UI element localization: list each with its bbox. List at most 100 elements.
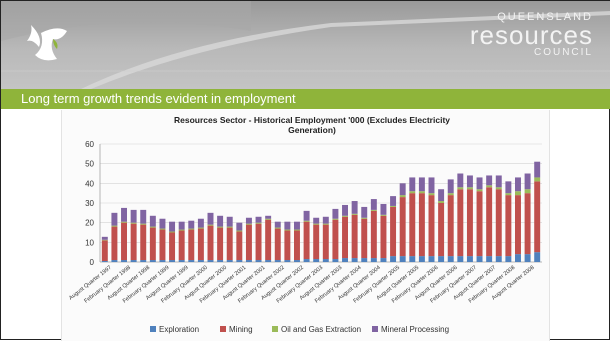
bar-segment	[169, 232, 176, 261]
bar-segment	[486, 187, 493, 257]
bar-segment	[188, 229, 195, 261]
bar-segment	[418, 191, 425, 194]
bar-segment	[495, 175, 502, 188]
bar-segment	[466, 189, 473, 257]
bar-segment	[380, 215, 387, 259]
bar-segment	[111, 212, 118, 226]
bar-segment	[303, 220, 310, 222]
bar-segment	[322, 216, 329, 224]
bar-segment	[390, 196, 397, 206]
bar-segment	[303, 210, 310, 221]
bar-segment	[178, 221, 185, 230]
bar-segment	[197, 228, 204, 261]
bar-segment	[236, 260, 243, 262]
bar-segment	[428, 256, 435, 262]
bar-segment	[159, 229, 166, 261]
bar-segment	[159, 218, 166, 229]
legend-label: Mineral Processing	[381, 325, 449, 334]
bar-segment	[476, 189, 483, 192]
brand-mid: resources	[469, 20, 593, 50]
bar-segment	[514, 254, 521, 262]
bar-segment	[457, 187, 464, 190]
bar-segment	[121, 222, 128, 261]
bar-segment	[111, 260, 118, 262]
bar-segment	[495, 189, 502, 257]
bar-segment	[101, 236, 108, 240]
bar-segment	[438, 201, 445, 203]
bar-segment	[236, 222, 243, 231]
chart-grid	[100, 143, 542, 263]
bar-segment	[505, 256, 512, 262]
bar-segment	[130, 260, 137, 262]
y-axis: 0 10 20 30 40 50 60	[85, 140, 542, 267]
legend-swatch	[220, 326, 226, 332]
bar-segment	[342, 204, 349, 216]
bar-segment	[101, 240, 108, 262]
header-banner: QUEENSLAND resources COUNCIL	[1, 1, 610, 89]
bar-segment	[361, 258, 368, 262]
bar-segment	[130, 209, 137, 223]
bar-segment	[351, 214, 358, 259]
bar-segment	[466, 256, 473, 262]
brand-wordmark: QUEENSLAND resources COUNCIL	[470, 11, 593, 59]
legend-swatch	[272, 326, 278, 332]
employment-chart: Resources Sector - Historical Employment…	[68, 115, 542, 334]
bar-segment	[466, 187, 473, 190]
bar-segment	[322, 223, 329, 225]
bar-segment	[390, 206, 397, 257]
bar-segment	[534, 161, 541, 178]
bar-segment	[428, 193, 435, 196]
bar-segment	[524, 189, 531, 194]
bar-segment	[447, 193, 454, 196]
bar-segment	[284, 260, 291, 262]
bar-segment	[409, 193, 416, 257]
bar-segment	[313, 259, 320, 262]
chart-legend: Exploration Mining Oil and Gas Extraction M…	[150, 325, 449, 334]
bar-segment	[313, 223, 320, 225]
bar-segment	[149, 226, 156, 228]
bar-segment	[121, 207, 128, 222]
bar-segment	[265, 215, 272, 219]
bar-segment	[149, 260, 156, 262]
bar-segment	[447, 195, 454, 257]
chart-title-line1: Resources Sector - Historical Employment…	[174, 115, 450, 125]
bar-segment	[149, 215, 156, 227]
bar-segment	[197, 260, 204, 262]
bar-segment	[121, 221, 128, 223]
y-tick-label: 40	[85, 179, 94, 188]
bar-segment	[524, 193, 531, 255]
bar-segment	[207, 224, 214, 226]
bar-segment	[342, 216, 349, 259]
legend-swatch	[372, 326, 378, 332]
bar-segment	[140, 223, 147, 225]
bar-segment	[265, 218, 272, 220]
bar-segment	[332, 218, 339, 220]
bar-segment	[418, 256, 425, 262]
bar-segment	[524, 173, 531, 190]
bar-segment	[140, 260, 147, 262]
bar-segment	[140, 224, 147, 261]
bar-segment	[111, 225, 118, 227]
bar-segment	[322, 224, 329, 260]
bar-segment	[274, 221, 281, 228]
bar-segment	[293, 230, 300, 261]
bar-segment	[226, 216, 233, 227]
bar-segment	[149, 227, 156, 261]
bar-segment	[217, 215, 224, 227]
bar-segment	[486, 256, 493, 262]
bar-segment	[505, 193, 512, 196]
bar-segment	[159, 228, 166, 230]
bar-segment	[390, 256, 397, 262]
bar-segment	[409, 191, 416, 194]
bar-segment	[361, 218, 368, 259]
bar-segment	[495, 187, 502, 190]
bar-segment	[284, 221, 291, 230]
bar-segment	[514, 191, 521, 196]
bar-segment	[370, 258, 377, 262]
bar-segment	[370, 199, 377, 210]
bar-segment	[197, 227, 204, 229]
bar-segment	[130, 223, 137, 261]
legend-label: Exploration	[159, 325, 199, 334]
bar-segment	[197, 218, 204, 228]
